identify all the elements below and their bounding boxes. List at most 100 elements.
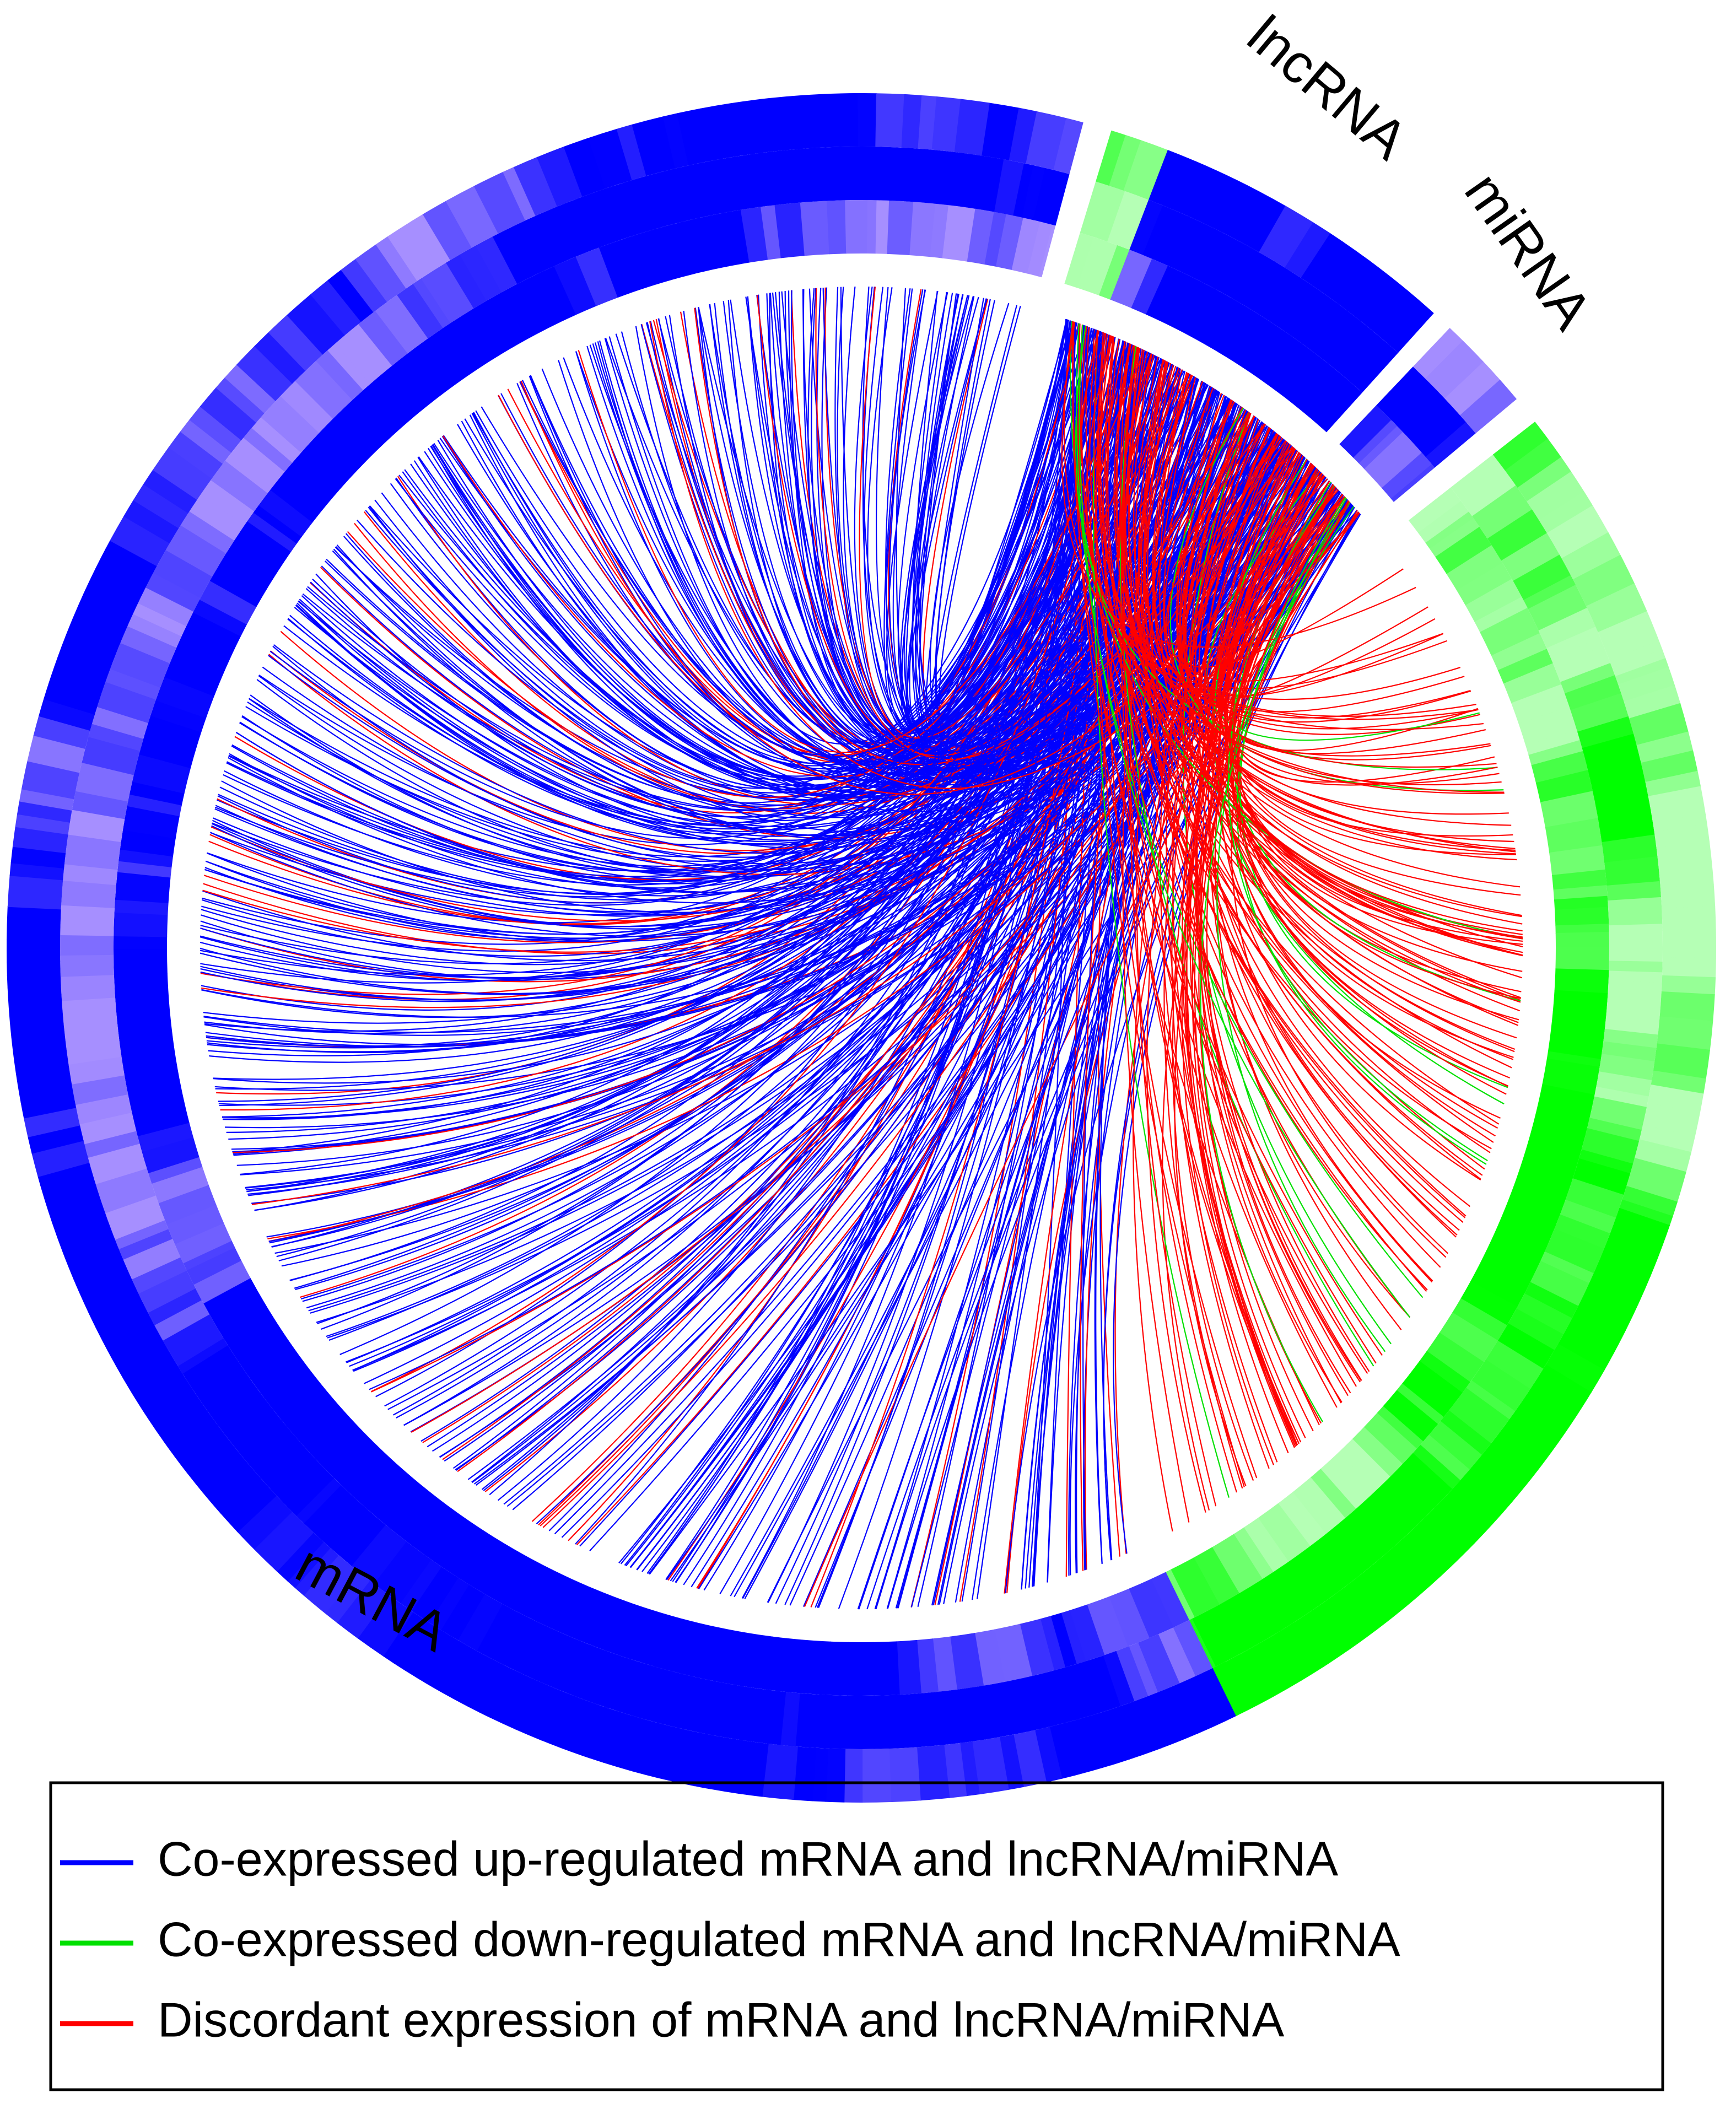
link (1192, 486, 1336, 1446)
heatmap-cell (1540, 791, 1598, 828)
heatmap-cell (1609, 640, 1663, 669)
heatmap-cell (1622, 1185, 1678, 1217)
heatmap-cell (378, 360, 432, 418)
link (295, 357, 1160, 1291)
link (886, 289, 1289, 754)
heatmap-cell (276, 1532, 324, 1582)
heatmap-cell (662, 113, 689, 169)
heatmap-cell (138, 1270, 196, 1313)
link (411, 467, 1317, 1433)
heatmap-cell (7, 875, 63, 910)
heatmap-cell (977, 1681, 1015, 1740)
heatmap-cell (166, 1204, 224, 1245)
heatmap-cell (61, 636, 116, 666)
heatmap-cell (19, 788, 74, 811)
heatmap-cell (1549, 845, 1605, 876)
heatmap-cell (783, 149, 805, 204)
heatmap-cell (1357, 1487, 1416, 1547)
heatmap-cell (541, 1691, 570, 1744)
heatmap-cell (1102, 1650, 1135, 1707)
link (424, 331, 1102, 777)
heatmap-cell (82, 736, 141, 775)
heatmap-cell (410, 214, 451, 267)
heatmap-cell (1189, 288, 1233, 346)
heatmap-cell (1123, 140, 1169, 201)
heatmap-cell (1004, 1676, 1042, 1735)
heatmap-cell (492, 226, 537, 284)
heatmap-cell (63, 864, 118, 886)
heatmap-cell (389, 1486, 438, 1541)
heatmap-cell (1285, 222, 1331, 278)
heatmap-cell (445, 185, 499, 248)
heatmap-cell (512, 214, 561, 275)
heatmap-cell (120, 625, 177, 664)
heatmap-cell (88, 1288, 144, 1328)
heatmap-cell (1321, 387, 1362, 433)
heatmap-cell (1212, 179, 1259, 239)
heatmap-cell (1393, 309, 1434, 353)
heatmap-cell (1259, 335, 1313, 395)
heatmap-cell (1345, 1438, 1390, 1485)
heatmap-cell (117, 860, 172, 878)
link (1163, 433, 1278, 1489)
heatmap-cell (1604, 1004, 1660, 1035)
link (1184, 424, 1512, 826)
heatmap-cell (780, 1638, 803, 1693)
heatmap-cell (1518, 706, 1577, 746)
heatmap-cell (762, 1744, 798, 1800)
heatmap-cell (405, 1497, 457, 1556)
heatmap-cell (858, 93, 877, 147)
heatmap-cell (1460, 1281, 1518, 1326)
link (886, 359, 1163, 1609)
heatmap-cell (873, 1641, 900, 1696)
link (640, 324, 1102, 743)
heatmap-cell (90, 568, 144, 601)
heatmap-cell (1428, 1421, 1482, 1470)
heatmap-cell (537, 1573, 569, 1626)
heatmap-cell (1394, 1527, 1452, 1586)
heatmap-cell (1050, 1612, 1077, 1668)
heatmap-cell (110, 515, 170, 567)
heatmap-cell (1491, 633, 1548, 671)
heatmap-cell (115, 1220, 169, 1249)
link (1132, 413, 1252, 1532)
link (1194, 484, 1334, 1438)
heatmap-cell (72, 790, 128, 819)
heatmap-cell (1513, 1176, 1568, 1204)
heatmap-cell (325, 1571, 370, 1623)
legend-label: Discordant expression of mRNA and lncRNA… (158, 1992, 1285, 2047)
heatmap-cell (780, 1691, 800, 1747)
heatmap-cell (452, 1651, 493, 1707)
heatmap-cell (797, 1639, 823, 1695)
heatmap-cell (1460, 379, 1517, 434)
heatmap-cell (1524, 1282, 1578, 1319)
heatmap-cell (220, 1478, 277, 1533)
link (1190, 409, 1508, 1087)
heatmap-cell (237, 1495, 293, 1550)
heatmap-cell (422, 201, 472, 261)
heatmap-cell (825, 1748, 846, 1803)
heatmap-cell (1553, 990, 1608, 1008)
heatmap-cell (678, 1676, 719, 1735)
heatmap-cell (1206, 299, 1247, 353)
heatmap-cell (583, 1649, 624, 1708)
heatmap-cell (603, 1712, 648, 1772)
heatmap-cell (183, 1240, 235, 1271)
link (899, 295, 1199, 736)
link (200, 327, 1090, 984)
link (215, 328, 1095, 898)
heatmap-cell (1080, 181, 1126, 242)
link (1075, 325, 1498, 770)
link (1163, 387, 1521, 999)
link (1163, 401, 1497, 768)
heatmap-cell (1414, 1520, 1460, 1567)
heatmap-cell (280, 380, 333, 433)
heatmap-cell (1040, 1616, 1066, 1671)
heatmap-cell (1273, 1621, 1324, 1681)
heatmap-cell (115, 871, 171, 903)
heatmap-cell (7, 985, 62, 998)
heatmap-cell (672, 1729, 705, 1787)
heatmap-cell (888, 1747, 921, 1803)
heatmap-cell (1128, 1642, 1158, 1697)
heatmap-cell (1391, 382, 1437, 428)
